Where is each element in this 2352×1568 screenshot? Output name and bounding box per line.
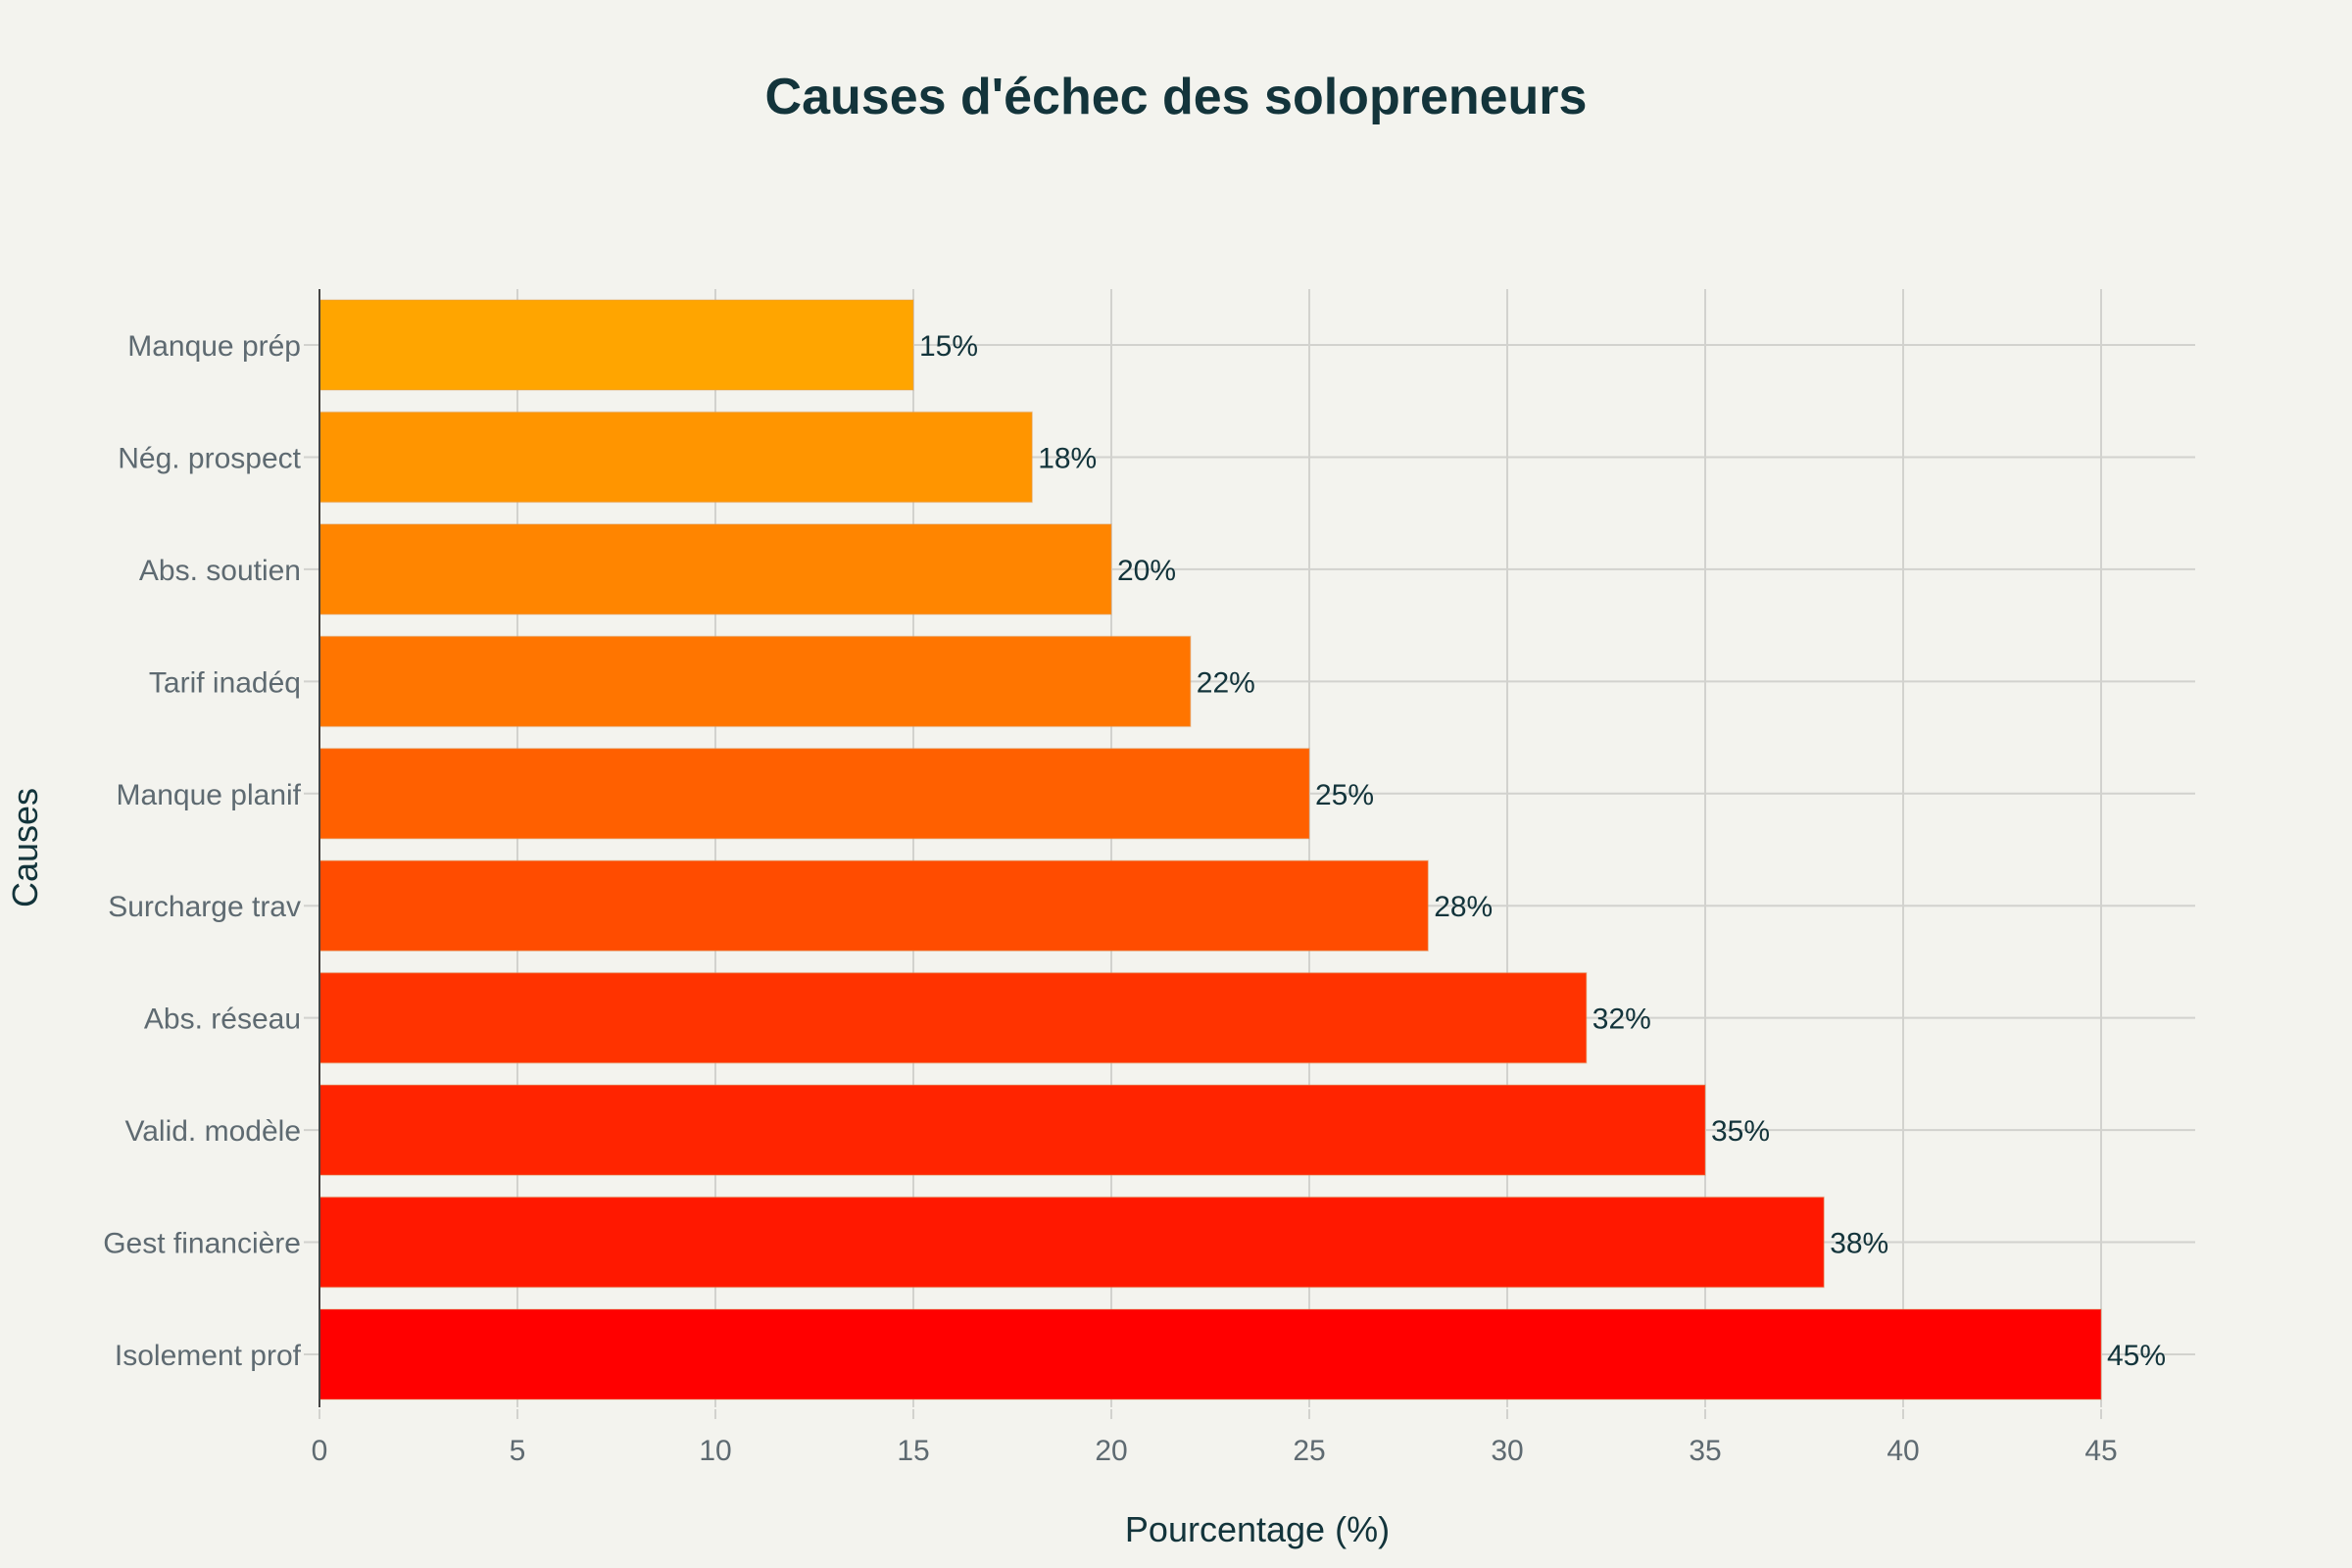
data-label: 15% <box>919 330 978 363</box>
category-label: Abs. réseau <box>144 1004 301 1036</box>
data-label: 25% <box>1315 779 1374 811</box>
bar <box>318 299 914 391</box>
category-label: Manque prép <box>127 330 301 363</box>
bar <box>318 748 1310 840</box>
data-label: 18% <box>1038 442 1097 474</box>
bars: 45% 38% 35% 32% 28% 25% 22% 20% 18% 15% <box>318 299 2166 1400</box>
x-tick-label: 20 <box>1095 1435 1127 1467</box>
category-label: Gest financière <box>103 1228 301 1260</box>
bar <box>318 859 1429 952</box>
data-label: 22% <box>1197 666 1255 699</box>
y-axis-label: Causes <box>5 788 45 907</box>
data-label: 45% <box>2107 1340 2166 1372</box>
x-tick-label: 30 <box>1491 1435 1523 1467</box>
x-axis-label: Pourcentage (%) <box>1125 1509 1390 1549</box>
x-tick-label: 35 <box>1689 1435 1721 1467</box>
bar <box>318 1308 2102 1400</box>
x-tick-label: 40 <box>1886 1435 1919 1467</box>
bar <box>318 971 1588 1064</box>
data-label: 38% <box>1830 1228 1888 1260</box>
bar <box>318 411 1033 504</box>
bar <box>318 523 1112 615</box>
bar <box>318 1084 1706 1176</box>
category-label: Surcharge trav <box>108 891 301 923</box>
x-tick-label: 15 <box>897 1435 929 1467</box>
data-label: 20% <box>1117 555 1176 587</box>
x-tick-label: 0 <box>312 1435 328 1467</box>
x-tick-label: 5 <box>510 1435 526 1467</box>
category-label: Nég. prospect <box>118 442 301 474</box>
data-label: 28% <box>1434 891 1493 923</box>
category-label: Isolement prof <box>115 1340 302 1372</box>
x-tick-label: 25 <box>1293 1435 1325 1467</box>
category-label: Valid. modèle <box>124 1115 301 1148</box>
x-tick-label: 10 <box>699 1435 731 1467</box>
category-label: Abs. soutien <box>139 555 301 587</box>
x-tick-label: 45 <box>2084 1435 2117 1467</box>
y-tick-labels: Isolement prof Gest financière Valid. modè… <box>103 330 301 1372</box>
category-label: Manque planif <box>117 779 302 811</box>
bar <box>318 635 1192 728</box>
x-tick-labels: 0 5 10 15 20 25 30 35 40 45 <box>312 1409 2118 1467</box>
category-label: Tarif inadéq <box>149 666 301 699</box>
bar <box>318 1196 1825 1289</box>
chart-title: Causes d'échec des solopreneurs <box>765 69 1588 125</box>
data-label: 32% <box>1592 1004 1651 1036</box>
data-label: 35% <box>1711 1115 1770 1148</box>
